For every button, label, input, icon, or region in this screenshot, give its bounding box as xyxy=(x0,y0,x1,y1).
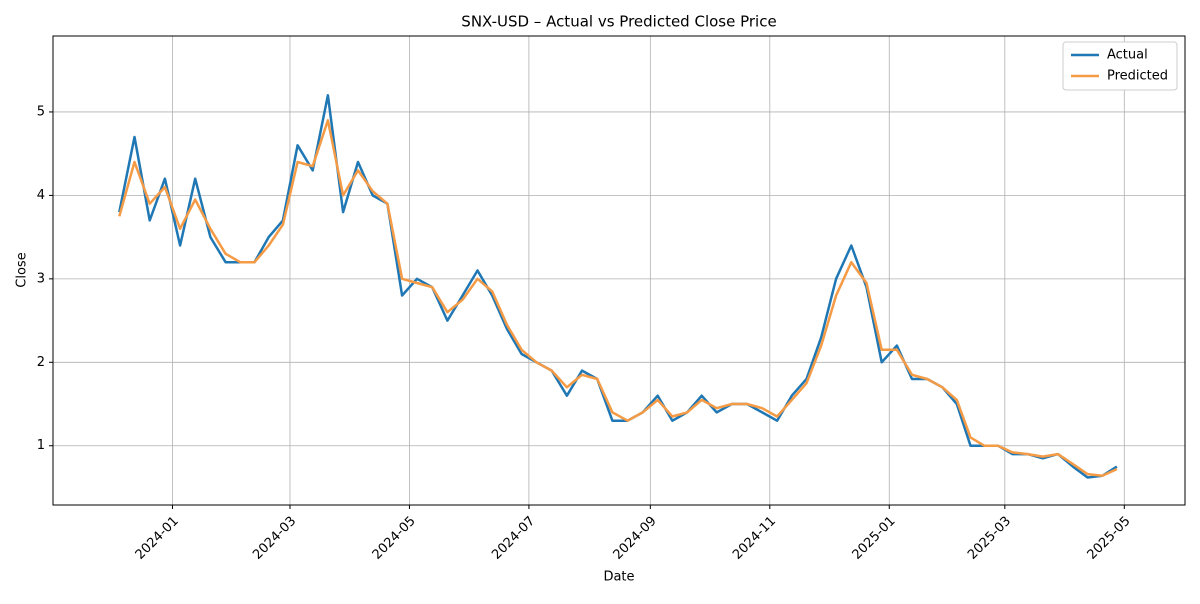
x-tick-label: 2025-03 xyxy=(965,514,1014,563)
y-tick-label: 3 xyxy=(37,271,45,286)
x-tick-label: 2024-11 xyxy=(730,514,779,563)
chart-title: SNX-USD – Actual vs Predicted Close Pric… xyxy=(461,13,776,31)
line-series xyxy=(118,119,1118,478)
line-series xyxy=(118,94,1118,479)
x-tick-label: 2025-05 xyxy=(1085,514,1134,563)
legend-label: Actual xyxy=(1107,48,1148,63)
y-tick-label: 2 xyxy=(37,355,45,370)
x-tick-label: 2024-03 xyxy=(250,514,299,563)
x-tick-label: 2025-01 xyxy=(850,514,899,563)
y-axis-label: Close xyxy=(15,252,30,287)
legend-label: Predicted xyxy=(1107,69,1168,84)
plot-frame xyxy=(52,35,1186,506)
y-tick-label: 5 xyxy=(37,104,45,119)
x-tick-label: 2024-07 xyxy=(489,514,538,563)
y-tick-label: 4 xyxy=(37,188,45,203)
y-tick-label: 1 xyxy=(37,438,45,453)
x-tick-label: 2024-05 xyxy=(370,514,419,563)
x-tick-label: 2024-01 xyxy=(133,514,182,563)
x-tick-label: 2024-09 xyxy=(611,514,660,563)
x-axis-label: Date xyxy=(603,570,634,585)
